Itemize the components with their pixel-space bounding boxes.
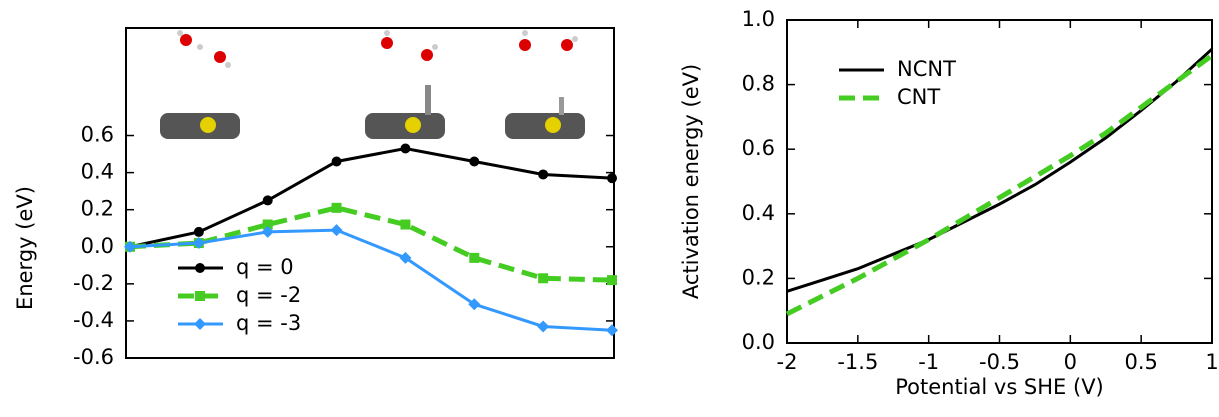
marker: [607, 173, 617, 184]
y-tick-label: 1.0: [742, 7, 775, 31]
marker: [469, 252, 480, 263]
marker: [469, 156, 480, 167]
molecule-2: [365, 30, 445, 139]
y-tick-label: 0.6: [81, 123, 114, 147]
marker: [193, 226, 204, 237]
marker: [400, 143, 411, 154]
marker: [262, 195, 273, 206]
marker: [606, 324, 618, 337]
y-tick-label: 0.4: [742, 201, 775, 225]
x-tick-label: 0.5: [1124, 350, 1157, 374]
marker: [400, 219, 411, 230]
y-tick-label: -0.6: [73, 345, 114, 369]
series-line: [785, 53, 1214, 317]
legend-label: q = -2: [236, 283, 301, 307]
molecule-1: [160, 30, 240, 139]
x-tick-label: -2: [777, 350, 798, 374]
x-axis-label: Potential vs SHE (V): [895, 375, 1104, 399]
legend-label: q = 0: [236, 255, 294, 279]
series-line: [129, 228, 613, 332]
y-tick-label: 0.4: [81, 160, 114, 184]
marker: [538, 273, 549, 284]
legend-label: q = -3: [236, 311, 301, 335]
marker: [262, 219, 273, 230]
y-tick-label: 0.8: [742, 72, 775, 96]
marker: [537, 320, 550, 333]
marker: [192, 237, 205, 250]
legend-label: CNT: [897, 85, 940, 109]
marker: [538, 169, 549, 180]
marker: [124, 240, 136, 253]
x-tick-label: 0: [1064, 350, 1077, 374]
marker: [468, 298, 481, 311]
y-tick-label: -0.4: [73, 308, 114, 332]
y-axis-label: Activation energy (eV): [679, 64, 703, 299]
x-tick-label: 1: [1205, 350, 1218, 374]
legend-label: NCNT: [897, 57, 956, 81]
y-tick-label: 0.2: [81, 197, 114, 221]
x-tick-label: -1: [918, 350, 939, 374]
plot-frame: [125, 27, 615, 359]
marker: [331, 202, 342, 213]
molecule-3: [505, 30, 585, 139]
x-tick-label: -0.5: [979, 350, 1020, 374]
y-tick-label: 0.0: [742, 330, 775, 354]
series-line: [129, 146, 613, 249]
y-tick-label: 0.6: [742, 136, 775, 160]
y-tick-label: 0.0: [81, 234, 114, 258]
marker: [607, 275, 617, 286]
plot-frame: [786, 19, 1213, 344]
y-tick-label: 0.2: [742, 265, 775, 289]
marker: [330, 224, 343, 237]
marker: [261, 225, 274, 238]
series-line: [786, 47, 1214, 293]
y-tick-label: -0.2: [73, 271, 114, 295]
marker: [194, 318, 206, 330]
marker: [195, 291, 205, 301]
molecule-icons: [160, 30, 585, 139]
marker: [399, 251, 412, 264]
marker: [331, 156, 342, 167]
marker: [195, 263, 205, 273]
x-tick-label: -1.5: [837, 350, 878, 374]
y-axis-label: Energy (eV): [13, 186, 37, 310]
